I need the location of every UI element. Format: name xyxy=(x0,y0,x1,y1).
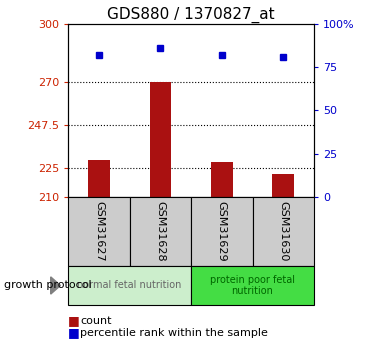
Bar xyxy=(68,197,129,266)
Bar xyxy=(88,160,110,197)
Bar xyxy=(191,266,314,305)
Text: GSM31628: GSM31628 xyxy=(155,201,165,262)
Text: protein poor fetal
nutrition: protein poor fetal nutrition xyxy=(210,275,295,296)
Text: count: count xyxy=(80,316,112,326)
Text: growth protocol: growth protocol xyxy=(4,280,92,290)
Bar xyxy=(253,197,314,266)
Text: percentile rank within the sample: percentile rank within the sample xyxy=(80,328,268,338)
Text: ■: ■ xyxy=(68,326,80,339)
Bar xyxy=(68,266,191,305)
Polygon shape xyxy=(51,277,60,294)
Bar xyxy=(191,197,253,266)
Text: GSM31627: GSM31627 xyxy=(94,201,104,262)
Bar xyxy=(211,162,232,197)
Text: normal fetal nutrition: normal fetal nutrition xyxy=(78,280,182,290)
Bar xyxy=(129,197,191,266)
Text: ■: ■ xyxy=(68,314,80,327)
Bar xyxy=(150,82,171,197)
Bar xyxy=(273,174,294,197)
Text: GSM31629: GSM31629 xyxy=(217,201,227,262)
Text: GSM31630: GSM31630 xyxy=(278,201,288,262)
Title: GDS880 / 1370827_at: GDS880 / 1370827_at xyxy=(107,7,275,23)
